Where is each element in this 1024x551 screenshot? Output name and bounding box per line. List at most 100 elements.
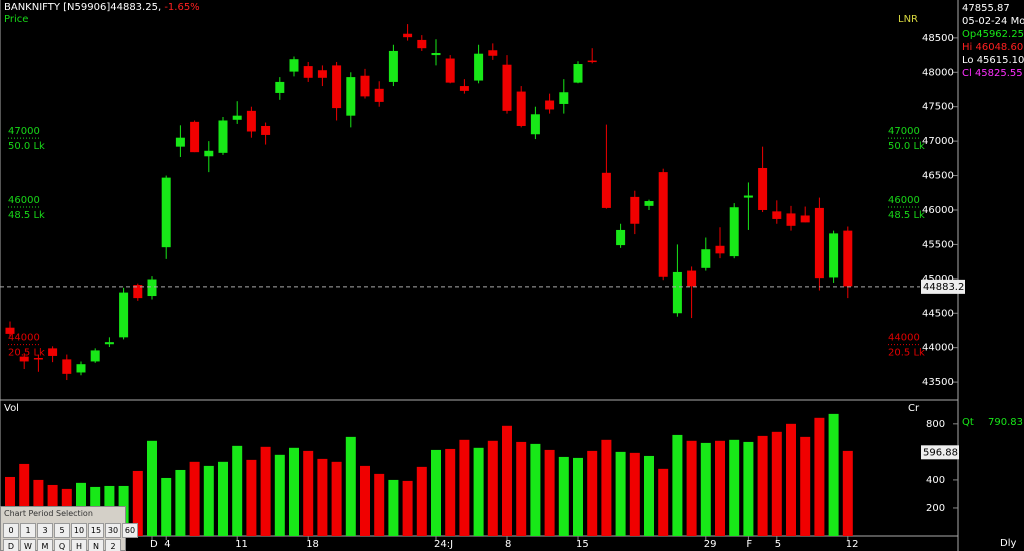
period-button[interactable]: 1 — [20, 523, 36, 538]
x-tick-label: 29 — [704, 539, 717, 550]
level-note: 48.5 Lk — [888, 210, 925, 221]
x-tick-label: 11 — [235, 539, 248, 550]
volume-bar — [715, 440, 725, 536]
volume-bar — [416, 466, 427, 536]
period-button[interactable]: 0 — [3, 523, 19, 538]
period-button[interactable]: 60 — [122, 523, 138, 538]
candle-body — [459, 86, 469, 91]
period-button[interactable]: H — [71, 539, 87, 551]
candle-body — [843, 230, 853, 287]
volume-bar — [260, 446, 271, 536]
volume-bar — [544, 449, 555, 536]
candle-body — [715, 245, 725, 254]
candle-body — [601, 172, 611, 208]
candle-body — [829, 233, 839, 278]
y-tick-label: 46500 — [922, 171, 954, 182]
candle-body — [630, 196, 640, 224]
volume-cursor-label: 596.88 — [923, 447, 958, 458]
volume-bar — [786, 423, 796, 536]
volume-bar — [644, 455, 654, 536]
qty-value: 790.83 — [988, 417, 1023, 428]
volume-tick-label: 200 — [926, 503, 945, 514]
candle-body — [573, 64, 583, 83]
last-price-box — [921, 279, 965, 294]
candle-body — [786, 213, 796, 226]
candle-body — [672, 271, 682, 314]
candle-body — [147, 279, 157, 297]
volume-bar — [629, 452, 640, 536]
volume-tick-label: 400 — [926, 475, 945, 486]
info-close: Cl 45825.55 — [962, 68, 1023, 79]
period-button[interactable]: N — [88, 539, 104, 551]
level-note: 50.0 Lk — [8, 141, 45, 152]
candle-body — [204, 150, 214, 157]
candle-body — [48, 348, 58, 356]
x-tick-label: 4 — [164, 539, 170, 550]
level-value: 44000 — [8, 333, 40, 344]
level-note: 20.5 Lk — [888, 348, 925, 359]
candle-body — [403, 33, 413, 38]
volume-bar — [331, 461, 342, 536]
y-tick-label: 47000 — [922, 136, 954, 147]
x-tick-label: 18 — [306, 539, 319, 550]
cr-label: Cr — [908, 403, 920, 414]
period-button[interactable]: 15 — [88, 523, 104, 538]
volume-bar — [771, 431, 782, 536]
period-button[interactable]: 3 — [37, 523, 53, 538]
candle-body — [374, 88, 384, 102]
volume-bar — [132, 470, 143, 536]
candle-body — [687, 270, 697, 287]
y-tick-label: 45000 — [922, 274, 954, 285]
title: BANKNIFTY [N59906]44883.25, -1.65% — [4, 2, 200, 13]
volume-bar — [445, 448, 456, 536]
x-tick-label: 12 — [846, 539, 859, 550]
candle-body — [5, 327, 15, 334]
period-button[interactable]: Q — [54, 539, 70, 551]
volume-bar — [487, 440, 498, 536]
volume-bar — [530, 443, 541, 536]
candle-body — [133, 285, 143, 299]
volume-bar — [828, 413, 839, 536]
volume-bar — [502, 425, 512, 536]
candle-body — [232, 115, 242, 120]
volume-bar — [232, 445, 243, 536]
volume-bar — [672, 434, 683, 536]
candle-body — [502, 64, 512, 111]
candle-body — [758, 167, 768, 210]
volume-bar — [573, 457, 583, 536]
scale-label: LNR — [898, 14, 918, 25]
volume-bar — [615, 451, 626, 536]
period-button[interactable]: D — [3, 539, 19, 551]
level-value: 47000 — [8, 126, 40, 137]
info-date: 05-02-24 Mo — [962, 16, 1024, 27]
candle-body — [119, 292, 129, 338]
title-text: BANKNIFTY [N59906]44883.25, — [4, 2, 164, 13]
volume-bar — [743, 441, 754, 536]
level-value: 46000 — [888, 195, 920, 206]
candle-body — [488, 50, 498, 56]
period-button[interactable]: 5 — [54, 523, 70, 538]
volume-label: Vol — [4, 403, 19, 414]
period-button[interactable]: M — [37, 539, 53, 551]
candle-body — [246, 110, 256, 132]
y-tick-label: 46000 — [922, 205, 954, 216]
selector-row: 0 1 3 5 10 15 30 60 — [1, 523, 138, 538]
candle-body — [388, 50, 398, 82]
volume-bar — [289, 447, 299, 536]
period-button[interactable]: 2 — [105, 539, 121, 551]
candle-body — [275, 81, 285, 93]
x-tick-label: D — [150, 539, 158, 550]
volume-bar — [274, 454, 285, 536]
volume-bar — [19, 463, 30, 536]
level-value: 46000 — [8, 195, 40, 206]
candle-body — [332, 65, 342, 109]
period-button[interactable]: 30 — [105, 523, 121, 538]
volume-bar — [246, 459, 257, 536]
volume-bar — [558, 456, 569, 536]
period-button[interactable]: W — [20, 539, 36, 551]
y-tick-label: 44500 — [922, 308, 954, 319]
period-button[interactable]: 10 — [71, 523, 87, 538]
